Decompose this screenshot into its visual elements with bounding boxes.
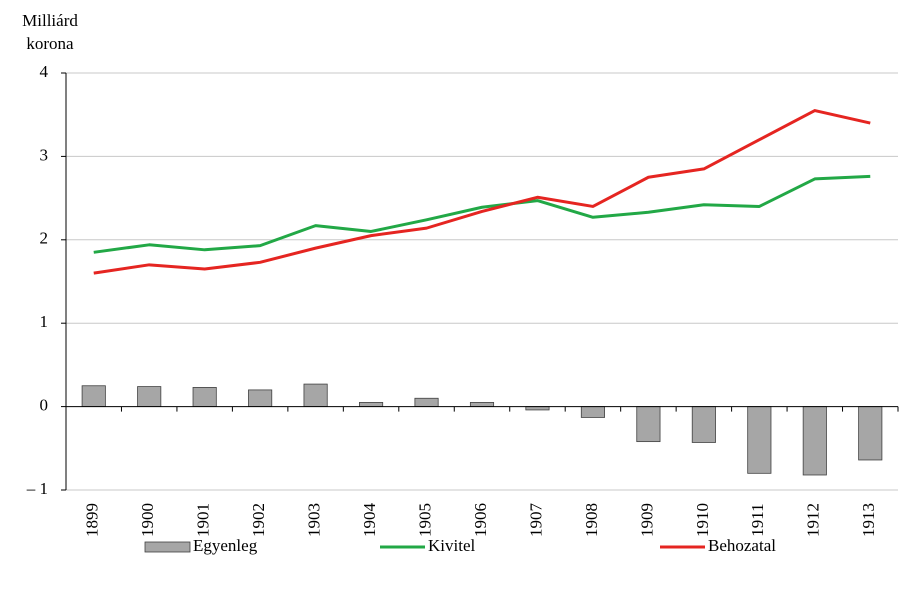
y-axis-title: Milliárd [22,11,78,30]
y-axis-title: korona [26,34,74,53]
line [93,109,871,275]
bar [192,387,217,407]
x-tick-label: 1903 [305,503,324,537]
bar [303,383,328,408]
x-tick-label: 1909 [637,503,656,537]
y-tick-label: – 1 [26,479,48,498]
bar [636,406,661,443]
legend-swatch [144,541,191,553]
x-tick-label: 1906 [471,503,490,537]
y-tick-label: 4 [40,62,49,81]
line [93,174,871,254]
bar [747,406,772,474]
bar [414,397,439,408]
x-tick-label: 1902 [249,503,268,537]
x-tick-label: 1899 [83,503,102,537]
bar [81,385,106,408]
x-tick-label: 1912 [804,503,823,537]
x-tick-label: 1910 [693,503,712,537]
bar [802,406,827,476]
bar [359,402,384,407]
x-tick-label: 1904 [360,503,379,538]
x-tick-label: 1907 [526,503,545,538]
x-tick-label: 1905 [415,503,434,537]
legend-label: Egyenleg [193,536,258,555]
x-tick-label: 1901 [194,503,213,537]
y-tick-label: 2 [40,229,49,248]
legend-label: Behozatal [708,536,776,555]
bar [580,406,605,418]
y-tick-label: 1 [40,312,49,331]
x-tick-label: 1911 [748,503,767,536]
y-tick-label: 0 [40,396,49,415]
bar [691,406,716,443]
x-tick-label: 1913 [859,503,878,537]
bar [137,386,162,408]
bar [858,406,883,461]
legend-label: Kivitel [428,536,475,555]
y-tick-label: 3 [40,145,49,164]
bar [469,402,495,407]
bar [525,406,550,411]
x-tick-label: 1908 [582,503,601,537]
x-tick-label: 1900 [138,503,157,537]
bar [248,389,273,408]
